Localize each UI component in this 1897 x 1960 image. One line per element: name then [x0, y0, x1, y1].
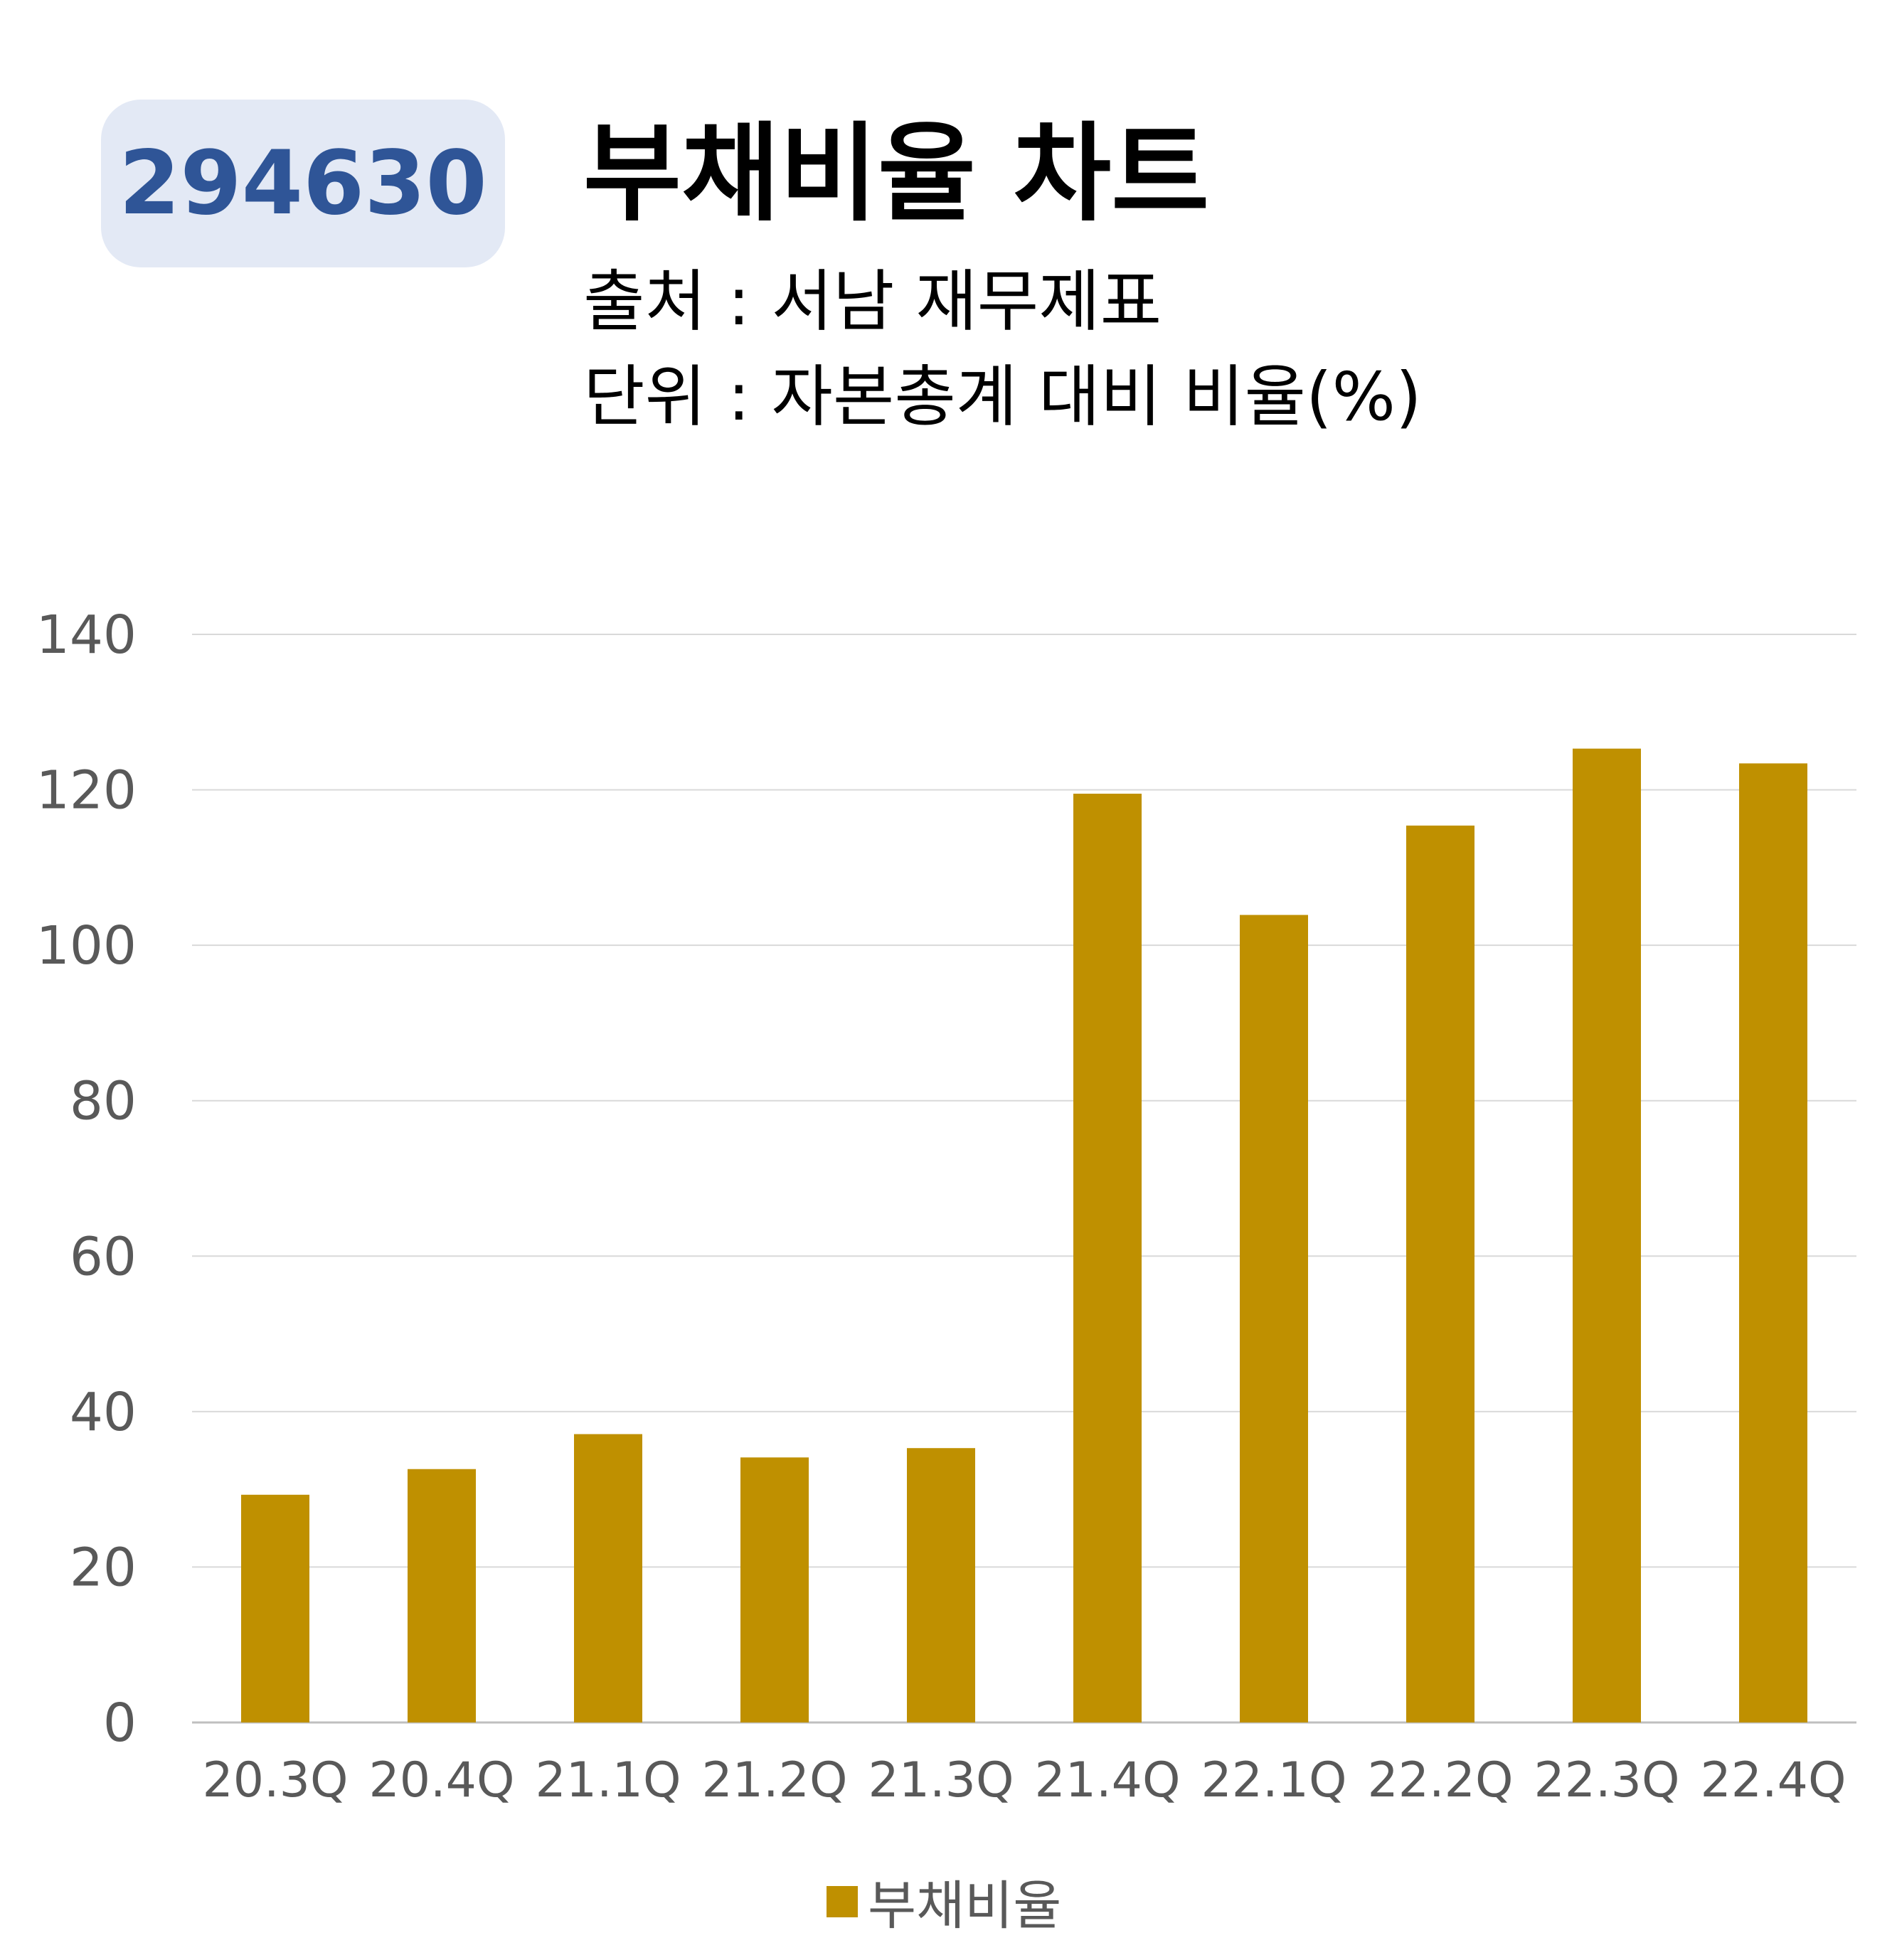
bar: [1573, 748, 1641, 1722]
bar: [408, 1469, 476, 1722]
y-tick-label: 0: [103, 1693, 137, 1754]
bar: [1073, 794, 1142, 1722]
x-tick-label: 22.4Q: [1701, 1752, 1846, 1809]
y-tick-label: 40: [70, 1382, 137, 1443]
y-tick-label: 20: [70, 1537, 137, 1598]
legend: 부채비율: [827, 1863, 1061, 1939]
bar: [574, 1434, 642, 1722]
y-tick-label: 100: [36, 915, 137, 976]
bar: [1240, 915, 1308, 1722]
x-tick-label: 20.4Q: [369, 1752, 515, 1809]
legend-label: 부채비율: [868, 1875, 1062, 1937]
bar: [241, 1494, 309, 1722]
legend-swatch: [827, 1885, 858, 1917]
x-tick-label: 21.2Q: [702, 1752, 848, 1809]
x-tick-label: 22.3Q: [1534, 1752, 1680, 1809]
bar: [740, 1457, 809, 1722]
source-label: 출처 : 서남 재무제표: [583, 263, 1162, 341]
x-tick-label: 20.3Q: [203, 1752, 349, 1809]
y-tick-label: 120: [36, 760, 137, 821]
bar: [1739, 763, 1807, 1722]
x-tick-label: 21.3Q: [868, 1752, 1014, 1809]
y-tick-label: 80: [70, 1071, 137, 1132]
unit-label: 단위 : 자본총계 대비 비율(%): [583, 358, 1422, 436]
y-tick-label: 140: [36, 604, 137, 666]
x-tick-label: 22.2Q: [1368, 1752, 1514, 1809]
bar: [1406, 825, 1474, 1722]
x-tick-label: 21.4Q: [1035, 1752, 1181, 1809]
x-tick-label: 21.1Q: [536, 1752, 681, 1809]
bar: [907, 1448, 975, 1722]
chart-title: 부채비율 차트: [583, 112, 1210, 236]
x-tick-label: 22.1Q: [1201, 1752, 1347, 1809]
stock-code-badge: 294630: [101, 100, 505, 267]
y-tick-label: 60: [70, 1226, 137, 1287]
